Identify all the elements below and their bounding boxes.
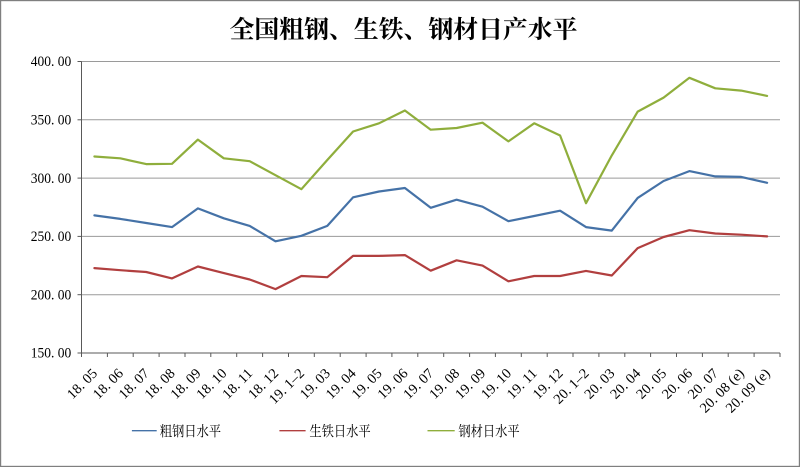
svg-text:200. 00: 200. 00 (31, 287, 72, 303)
svg-text:350. 00: 350. 00 (31, 113, 72, 129)
svg-text:300. 00: 300. 00 (31, 171, 72, 187)
svg-text:150. 00: 150. 00 (31, 346, 72, 362)
svg-text:250. 00: 250. 00 (31, 229, 72, 245)
svg-text:400. 00: 400. 00 (31, 54, 72, 70)
